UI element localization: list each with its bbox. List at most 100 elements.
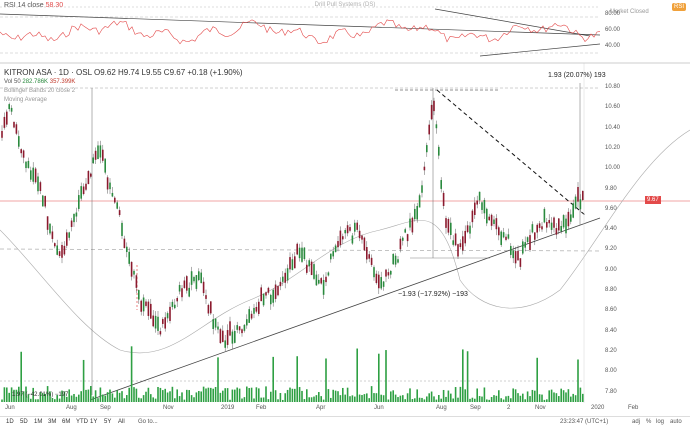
price-axis-label: 9.40 <box>605 226 617 233</box>
candle-body <box>181 288 183 298</box>
volume-bar <box>517 393 519 402</box>
volume-bar <box>166 392 169 402</box>
volume-bar <box>135 388 138 402</box>
volume-bar <box>116 390 118 402</box>
moving-average-curve <box>0 129 690 354</box>
timeframe-button[interactable]: 5D <box>20 419 28 425</box>
candle-body <box>421 185 423 193</box>
candle-body <box>339 230 342 246</box>
volume-bar <box>214 387 217 402</box>
timeframe-button[interactable]: 1D <box>6 419 14 425</box>
volume-bar <box>493 395 495 402</box>
bollinger-legend[interactable]: Bollinger Bands 20 close 2 <box>4 88 76 94</box>
timeframe-button[interactable]: 1Y <box>90 419 98 425</box>
rsi-indicator-label[interactable]: RSI 14 close 58.30 <box>4 2 63 9</box>
candle-body <box>99 145 102 158</box>
candle-body <box>46 216 49 230</box>
timeframe-button[interactable]: YTD <box>76 419 88 425</box>
candle-body <box>430 104 433 120</box>
volume-bar <box>270 391 272 402</box>
adj-toggle[interactable]: adj <box>632 419 641 425</box>
volume-bar <box>466 351 469 402</box>
volume-bar <box>495 395 498 402</box>
volume-bar <box>483 387 486 402</box>
percent-toggle[interactable]: % <box>646 419 652 425</box>
price-axis-label: 9.20 <box>605 246 617 253</box>
volume-bar <box>411 399 414 402</box>
candle-body <box>140 300 142 312</box>
volume-bar <box>51 397 54 402</box>
candle-body <box>106 177 109 190</box>
volume-bar <box>457 397 459 402</box>
volume-bar <box>481 396 483 402</box>
volume-bar <box>462 349 464 402</box>
current-price-tag: 9.67 <box>645 196 661 204</box>
log-toggle[interactable]: log <box>656 419 665 425</box>
ma-legend[interactable]: Moving Average <box>4 97 47 103</box>
volume-bar <box>428 393 430 402</box>
candle-body <box>572 203 574 218</box>
rsi-axis-label: 40.00 <box>605 43 621 49</box>
volume-bar <box>286 389 289 402</box>
candle-body <box>217 326 219 330</box>
timeframe-button[interactable]: 6M <box>62 419 71 425</box>
volume-bar <box>284 393 286 402</box>
price-axis-label: 9.00 <box>605 266 617 273</box>
candle-body <box>133 270 135 275</box>
candle-body <box>73 213 75 223</box>
volume-bar <box>104 395 106 402</box>
auto-toggle[interactable]: auto <box>670 419 682 425</box>
volume-bar <box>322 399 325 402</box>
volume-bar <box>200 391 202 402</box>
candle-body <box>87 171 90 185</box>
volume-bar <box>1 399 3 402</box>
volume-bar <box>253 398 255 402</box>
candle-body <box>531 224 534 233</box>
volume-bar <box>128 387 130 402</box>
candle-body <box>123 238 126 249</box>
volume-bar <box>378 353 380 402</box>
candle-body <box>18 136 20 147</box>
candle-body <box>344 230 346 234</box>
volume-bar <box>272 356 274 402</box>
volume-series <box>1 346 584 402</box>
volume-bar <box>574 395 577 402</box>
volume-bar <box>75 396 78 402</box>
volume-bar <box>390 391 392 402</box>
volume-bar <box>346 387 349 402</box>
candle-body <box>555 228 558 235</box>
candle-body <box>426 145 428 153</box>
volume-bar <box>510 398 512 402</box>
candle-body <box>193 277 195 282</box>
volume-bar <box>392 390 394 402</box>
volume-bar <box>46 386 49 402</box>
volume-legend[interactable]: Vol 50 282.786K 357.399K <box>4 79 75 85</box>
volume-bar <box>205 388 207 402</box>
candle-body <box>387 272 390 276</box>
volume-bar <box>56 395 58 402</box>
timeframe-button[interactable]: 3M <box>48 419 57 425</box>
volume-bar <box>442 389 445 402</box>
volume-bar <box>423 399 426 402</box>
candle-body <box>356 222 358 230</box>
volume-bar <box>430 391 433 402</box>
goto-button[interactable]: Go to... <box>138 419 158 425</box>
timeframe-button[interactable]: 5Y <box>104 419 112 425</box>
candle-body <box>565 218 567 234</box>
volume-bar <box>358 394 361 402</box>
volume-bar <box>258 388 260 402</box>
volume-bar <box>534 390 536 402</box>
timeframe-button[interactable]: 1M <box>34 419 43 425</box>
volume-bar <box>159 387 162 402</box>
rsi-axis-label: 60.00 <box>605 27 621 33</box>
time-axis-label: Apr <box>316 405 326 411</box>
candle-body <box>214 318 217 328</box>
candle-body <box>363 237 366 251</box>
volume-bar <box>363 394 366 402</box>
timeframe-button[interactable]: All <box>118 419 125 425</box>
volume-bar <box>118 392 121 402</box>
symbol-header[interactable]: KITRON ASA · 1D · OSL O9.62 H9.74 L9.55 … <box>4 68 243 77</box>
volume-bar <box>277 399 279 402</box>
candle-body <box>399 238 402 250</box>
